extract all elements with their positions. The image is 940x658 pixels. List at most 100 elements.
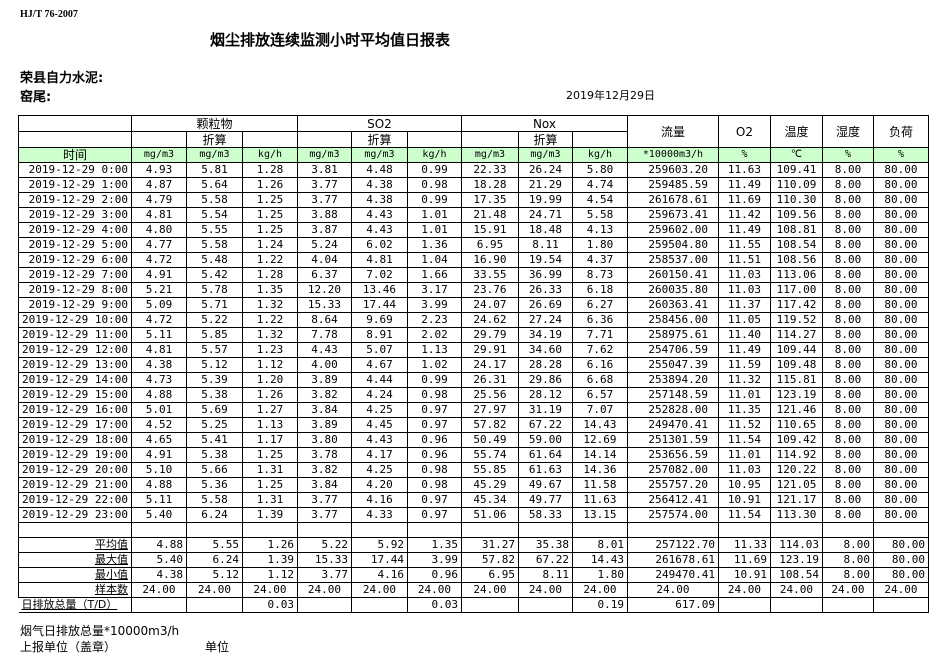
- value-cell: 1.22: [241, 312, 298, 328]
- value-cell: 4.43: [350, 207, 408, 223]
- value-cell: 23.76: [460, 282, 519, 298]
- value-cell: 7.02: [350, 267, 408, 283]
- value-cell: 258975.61: [626, 327, 719, 343]
- value-cell: 114.27: [769, 327, 823, 343]
- stat-value: 114.03: [769, 537, 823, 553]
- time-cell: 2019-12-29 18:00: [18, 432, 132, 448]
- table-row: 2019-12-29 22:00 5.11 5.58 1.31 3.77 4.16 0.97…: [18, 492, 929, 508]
- value-cell: 4.72: [130, 252, 187, 268]
- header-temperature: 温度: [769, 115, 823, 148]
- value-cell: 18.28: [460, 177, 519, 193]
- value-cell: 4.44: [350, 372, 408, 388]
- value-cell: 121.05: [769, 477, 823, 493]
- value-cell: 252828.00: [626, 402, 719, 418]
- table-row: 2019-12-29 15:00 4.88 5.38 1.26 3.82 4.24 0.98…: [18, 387, 929, 403]
- value-cell: 1.20: [241, 372, 298, 388]
- value-cell: 11.03: [717, 267, 771, 283]
- value-cell: 5.38: [185, 387, 243, 403]
- table-row: 2019-12-29 20:00 5.10 5.66 1.31 3.82 4.25 0.98…: [18, 462, 929, 478]
- value-cell: 6.95: [460, 237, 519, 253]
- value-cell: 4.43: [350, 432, 408, 448]
- value-cell: 11.63: [571, 492, 628, 508]
- value-cell: 80.00: [872, 447, 929, 463]
- stat-value: 24.00: [571, 582, 628, 598]
- daily-total-value: [350, 597, 408, 613]
- unit-cell: kg/h: [241, 147, 298, 163]
- value-cell: 11.05: [717, 312, 771, 328]
- value-cell: 4.33: [350, 507, 408, 523]
- stat-value: 3.99: [406, 552, 462, 568]
- stat-value: 57.82: [460, 552, 519, 568]
- value-cell: 5.58: [185, 492, 243, 508]
- report-date: 2019年12月29日: [566, 89, 655, 102]
- value-cell: 55.74: [460, 447, 519, 463]
- stat-value: 35.38: [517, 537, 573, 553]
- value-cell: 3.82: [296, 462, 352, 478]
- value-cell: 61.64: [517, 447, 573, 463]
- time-cell: 2019-12-29 2:00: [18, 192, 132, 208]
- value-cell: 1.25: [241, 222, 298, 238]
- value-cell: 3.77: [296, 507, 352, 523]
- value-cell: 4.72: [130, 312, 187, 328]
- blank-cell: [296, 522, 352, 538]
- value-cell: 80.00: [872, 492, 929, 508]
- time-cell: 2019-12-29 4:00: [18, 222, 132, 238]
- value-cell: 4.91: [130, 447, 187, 463]
- stat-value: 3.77: [296, 567, 352, 583]
- header-blank: [571, 131, 628, 148]
- value-cell: 120.22: [769, 462, 823, 478]
- value-cell: 29.86: [517, 372, 573, 388]
- value-cell: 18.48: [517, 222, 573, 238]
- value-cell: 8.00: [821, 282, 874, 298]
- value-cell: 8.00: [821, 162, 874, 178]
- value-cell: 5.40: [130, 507, 187, 523]
- value-cell: 7.78: [296, 327, 352, 343]
- stat-value: 8.00: [821, 567, 874, 583]
- value-cell: 7.71: [571, 327, 628, 343]
- daily-total-value: [717, 597, 771, 613]
- stat-value: 14.43: [571, 552, 628, 568]
- value-cell: 1.01: [406, 207, 462, 223]
- value-cell: 34.60: [517, 342, 573, 358]
- daily-total-value: 617.09: [626, 597, 719, 613]
- value-cell: 80.00: [872, 372, 929, 388]
- value-cell: 8.00: [821, 432, 874, 448]
- value-cell: 3.77: [296, 192, 352, 208]
- time-cell: 2019-12-29 17:00: [18, 417, 132, 433]
- kiln-label: 窑尾:: [20, 90, 52, 105]
- value-cell: 4.54: [571, 192, 628, 208]
- value-cell: 80.00: [872, 327, 929, 343]
- value-cell: 8.00: [821, 402, 874, 418]
- value-cell: 8.00: [821, 312, 874, 328]
- value-cell: 11.35: [717, 402, 771, 418]
- daily-total-value: 0.19: [571, 597, 628, 613]
- time-cell: 2019-12-29 0:00: [18, 162, 132, 178]
- value-cell: 1.23: [241, 342, 298, 358]
- value-cell: 11.69: [717, 192, 771, 208]
- value-cell: 19.99: [517, 192, 573, 208]
- value-cell: 26.33: [517, 282, 573, 298]
- value-cell: 34.19: [517, 327, 573, 343]
- value-cell: 1.80: [571, 237, 628, 253]
- value-cell: 4.88: [130, 477, 187, 493]
- time-cell: 2019-12-29 12:00: [18, 342, 132, 358]
- value-cell: 11.42: [717, 207, 771, 223]
- value-cell: 80.00: [872, 357, 929, 373]
- value-cell: 5.42: [185, 267, 243, 283]
- daily-total-value: 0.03: [241, 597, 298, 613]
- header-load: 负荷: [872, 115, 929, 148]
- stat-value: 24.00: [406, 582, 462, 598]
- value-cell: 2.23: [406, 312, 462, 328]
- value-cell: 8.00: [821, 342, 874, 358]
- stat-value: 10.91: [717, 567, 771, 583]
- value-cell: 80.00: [872, 387, 929, 403]
- value-cell: 21.29: [517, 177, 573, 193]
- value-cell: 8.00: [821, 177, 874, 193]
- daily-total-value: [185, 597, 243, 613]
- value-cell: 25.56: [460, 387, 519, 403]
- value-cell: 6.24: [185, 507, 243, 523]
- value-cell: 8.00: [821, 447, 874, 463]
- value-cell: 5.69: [185, 402, 243, 418]
- value-cell: 49.77: [517, 492, 573, 508]
- table-row: 2019-12-29 13:00 4.38 5.12 1.12 4.00 4.67 1.02…: [18, 357, 929, 373]
